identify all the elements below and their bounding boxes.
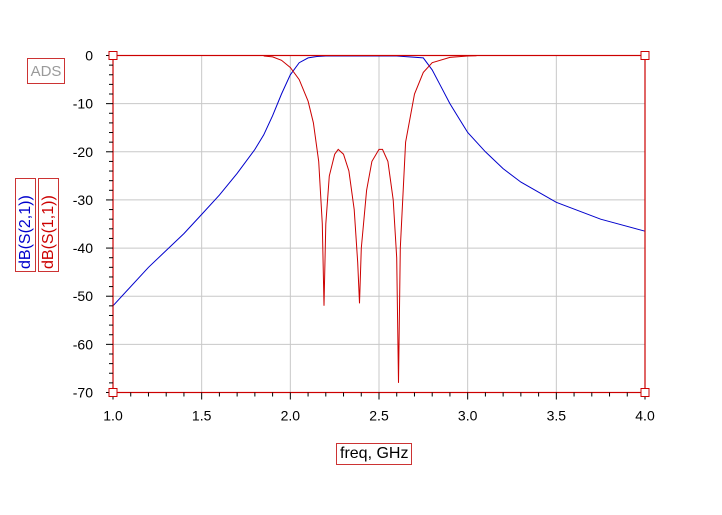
x-tick-label: 3.0	[458, 408, 478, 424]
y-label-s11: dB(S(1,1))	[38, 178, 59, 272]
y-tick-labels: 0 -10 -20 -30 -40 -50 -60 -70	[73, 48, 93, 401]
y-tick-label: 0	[85, 48, 93, 64]
y-tick-label: -40	[73, 240, 93, 256]
x-tick-label: 4.0	[635, 408, 655, 424]
ads-badge: ADS	[27, 58, 65, 84]
y-label-s21: dB(S(2,1))	[15, 178, 36, 272]
x-tick-label: 2.0	[281, 408, 301, 424]
frame-handle[interactable]	[640, 388, 650, 397]
grid-lines	[113, 55, 645, 393]
frame-handle[interactable]	[108, 388, 118, 397]
x-tick-label: 1.5	[192, 408, 212, 424]
frame-handles	[108, 51, 650, 397]
x-tick-labels: 1.0 1.5 2.0 2.5 3.0 3.5 4.0	[103, 408, 655, 424]
y-axis-label: dB(S(2,1)) dB(S(1,1))	[15, 178, 61, 272]
y-tick-label: -20	[73, 144, 93, 160]
x-axis-label: freq, GHz	[336, 443, 413, 465]
minor-ticks	[106, 55, 646, 400]
frame-handle[interactable]	[108, 51, 118, 60]
y-tick-label: -10	[73, 96, 93, 112]
frame-handle[interactable]	[640, 51, 650, 60]
y-tick-label: -30	[73, 192, 93, 208]
y-tick-label: -60	[73, 336, 93, 352]
x-tick-label: 2.5	[369, 408, 389, 424]
y-tick-label: -50	[73, 288, 93, 304]
x-tick-label: 3.5	[547, 408, 567, 424]
series-line-s11	[263, 55, 477, 383]
x-tick-label: 1.0	[103, 408, 123, 424]
y-tick-label: -70	[73, 385, 93, 401]
